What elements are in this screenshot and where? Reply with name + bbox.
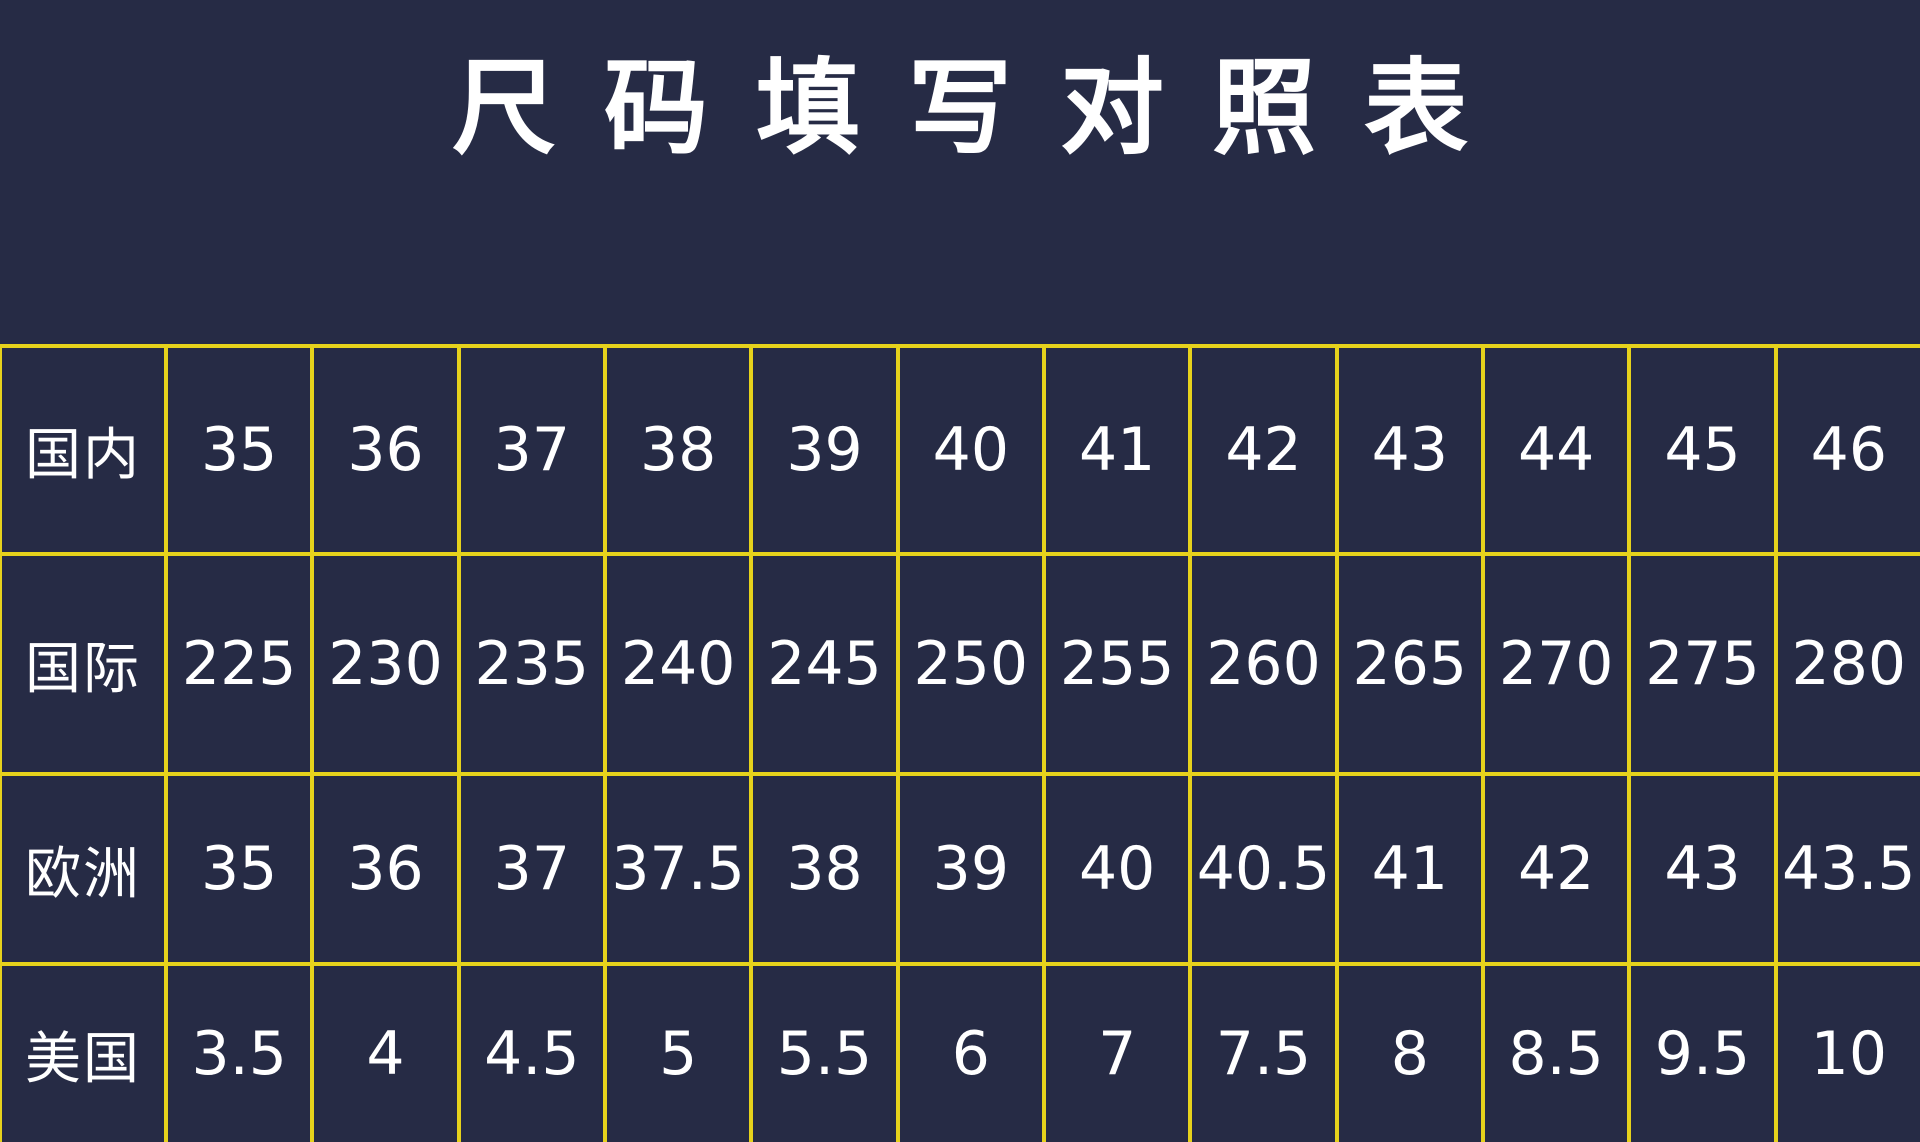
size-cell: 270 <box>1484 556 1628 772</box>
size-cell: 41 <box>1338 776 1481 962</box>
size-cell: 235 <box>460 556 603 772</box>
size-cell: 250 <box>899 556 1042 772</box>
size-cell: 38 <box>753 776 896 962</box>
size-cell: 43.5 <box>1777 776 1920 962</box>
size-table: 国内 35 36 37 38 39 40 41 42 43 44 45 46 国际 225 230 235 240… <box>0 344 1920 1142</box>
size-cell: 7.5 <box>1192 966 1335 1142</box>
size-cell: 43 <box>1338 348 1481 552</box>
size-cell: 38 <box>606 348 750 552</box>
size-cell: 8 <box>1338 966 1481 1142</box>
size-cell: 40 <box>899 348 1042 552</box>
size-cell: 260 <box>1192 556 1335 772</box>
size-cell: 6 <box>899 966 1042 1142</box>
size-cell: 35 <box>168 348 311 552</box>
size-cell: 39 <box>899 776 1042 962</box>
size-cell: 41 <box>1045 348 1189 552</box>
title: 尺码填写对照表 <box>451 46 1516 169</box>
size-cell: 245 <box>753 556 896 772</box>
size-cell: 230 <box>314 556 457 772</box>
size-cell: 4 <box>314 966 457 1142</box>
row-label: 欧洲 <box>2 776 164 962</box>
row-label: 国内 <box>2 348 164 552</box>
size-cell: 36 <box>314 348 457 552</box>
size-cell: 8.5 <box>1484 966 1628 1142</box>
size-cell: 7 <box>1045 966 1189 1142</box>
size-cell: 45 <box>1631 348 1774 552</box>
size-cell: 10 <box>1777 966 1920 1142</box>
size-cell: 37 <box>460 348 603 552</box>
size-cell: 3.5 <box>168 966 311 1142</box>
size-cell: 9.5 <box>1631 966 1774 1142</box>
size-cell: 46 <box>1777 348 1920 552</box>
size-cell: 43 <box>1631 776 1774 962</box>
size-cell: 40.5 <box>1192 776 1335 962</box>
size-cell: 42 <box>1192 348 1335 552</box>
size-cell: 42 <box>1484 776 1628 962</box>
size-cell: 255 <box>1045 556 1189 772</box>
size-cell: 36 <box>314 776 457 962</box>
size-cell: 37.5 <box>606 776 750 962</box>
size-cell: 5.5 <box>753 966 896 1142</box>
size-cell: 265 <box>1338 556 1481 772</box>
size-cell: 240 <box>606 556 750 772</box>
size-cell: 39 <box>753 348 896 552</box>
size-cell: 4.5 <box>460 966 603 1142</box>
row-label: 美国 <box>2 966 164 1142</box>
size-cell: 5 <box>606 966 750 1142</box>
size-cell: 44 <box>1484 348 1628 552</box>
size-cell: 280 <box>1777 556 1920 772</box>
size-cell: 225 <box>168 556 311 772</box>
size-cell: 35 <box>168 776 311 962</box>
size-cell: 37 <box>460 776 603 962</box>
size-cell: 275 <box>1631 556 1774 772</box>
size-cell: 40 <box>1045 776 1189 962</box>
row-label: 国际 <box>2 556 164 772</box>
